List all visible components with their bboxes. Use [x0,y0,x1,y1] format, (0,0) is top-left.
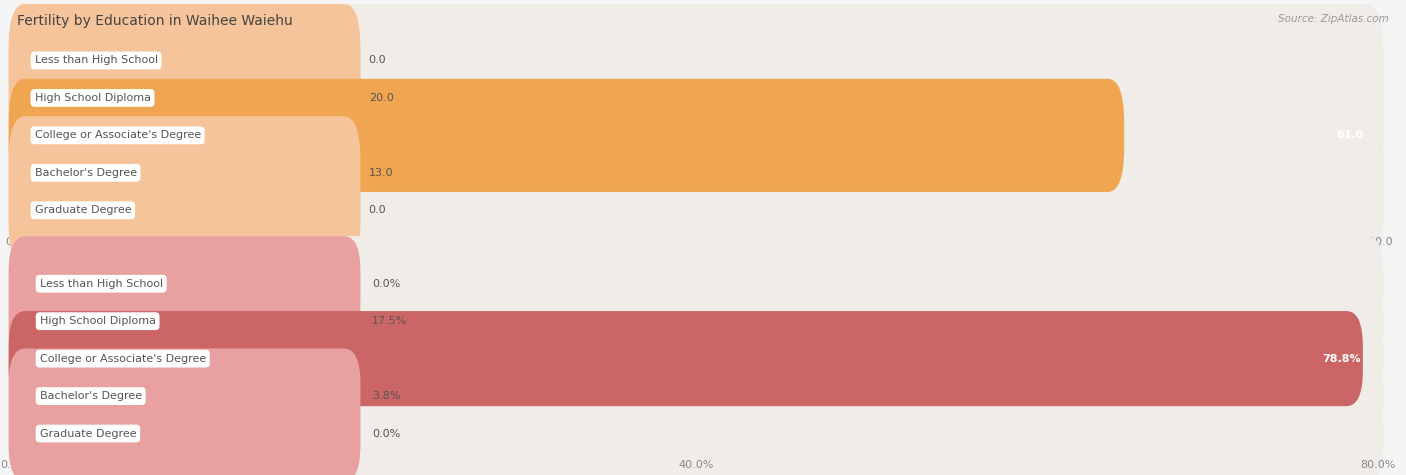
FancyBboxPatch shape [8,349,360,444]
FancyBboxPatch shape [8,386,360,475]
Text: 0.0: 0.0 [368,56,387,66]
Text: 0.0%: 0.0% [373,279,401,289]
FancyBboxPatch shape [8,41,360,154]
Text: 0.0%: 0.0% [373,428,401,438]
Text: 78.8%: 78.8% [1322,353,1361,364]
FancyBboxPatch shape [8,386,1384,475]
FancyBboxPatch shape [8,4,1384,117]
Text: 13.0: 13.0 [368,168,394,178]
FancyBboxPatch shape [8,4,360,117]
Text: Less than High School: Less than High School [35,56,157,66]
FancyBboxPatch shape [8,154,360,267]
Text: Bachelor's Degree: Bachelor's Degree [39,391,142,401]
FancyBboxPatch shape [8,236,360,331]
Text: High School Diploma: High School Diploma [39,316,156,326]
Text: Source: ZipAtlas.com: Source: ZipAtlas.com [1278,14,1389,24]
Text: Graduate Degree: Graduate Degree [35,205,131,215]
Text: High School Diploma: High School Diploma [35,93,150,103]
FancyBboxPatch shape [8,311,1384,406]
FancyBboxPatch shape [8,274,1384,369]
Text: College or Associate's Degree: College or Associate's Degree [39,353,205,364]
FancyBboxPatch shape [8,79,1384,192]
Text: 0.0: 0.0 [368,205,387,215]
Text: 20.0: 20.0 [368,93,394,103]
FancyBboxPatch shape [8,154,1384,267]
Text: 17.5%: 17.5% [373,316,408,326]
FancyBboxPatch shape [8,41,1384,154]
FancyBboxPatch shape [8,311,1362,406]
Text: Fertility by Education in Waihee Waiehu: Fertility by Education in Waihee Waiehu [17,14,292,28]
FancyBboxPatch shape [8,79,1125,192]
FancyBboxPatch shape [8,274,360,369]
FancyBboxPatch shape [8,116,360,229]
FancyBboxPatch shape [8,116,1384,229]
Text: Less than High School: Less than High School [39,279,163,289]
Text: Bachelor's Degree: Bachelor's Degree [35,168,136,178]
FancyBboxPatch shape [8,349,1384,444]
Text: College or Associate's Degree: College or Associate's Degree [35,130,201,141]
Text: 3.8%: 3.8% [373,391,401,401]
Text: 81.0: 81.0 [1337,130,1364,141]
FancyBboxPatch shape [8,236,1384,331]
Text: Graduate Degree: Graduate Degree [39,428,136,438]
